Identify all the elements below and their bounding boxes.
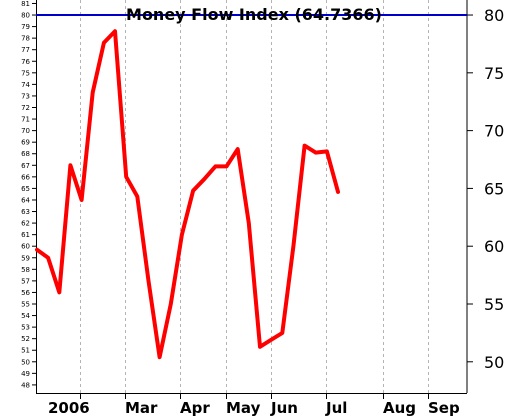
month-label: May <box>226 399 261 416</box>
mfi-point <box>146 279 151 283</box>
left-tick-label: 65 <box>21 185 30 193</box>
left-tick-label: 52 <box>21 335 30 343</box>
mfi-point <box>169 302 173 306</box>
left-tick-label: 80 <box>21 12 30 20</box>
month-label: Apr <box>180 399 210 416</box>
left-tick-label: 49 <box>21 370 30 378</box>
mfi-point <box>224 164 229 169</box>
mfi-point <box>135 194 139 199</box>
mfi-point <box>158 355 162 359</box>
mfi-point <box>180 233 184 237</box>
left-tick-label: 68 <box>21 150 30 158</box>
mfi-point <box>213 164 217 169</box>
left-tick-label: 77 <box>21 46 30 54</box>
mfi-point <box>57 290 61 295</box>
left-y-axis: 48 49 50 51 52 53 54 55 56 57 58 59 60 61 62 63 64 65 66 67… <box>21 0 37 393</box>
mfi-point <box>236 147 240 151</box>
left-tick-label: 58 <box>21 266 30 274</box>
mfi-series-points <box>35 29 340 359</box>
right-tick-label: 50 <box>484 353 504 372</box>
left-tick-label: 71 <box>21 116 30 124</box>
month-label: Mar <box>125 399 158 416</box>
mfi-point <box>314 150 318 155</box>
left-tick-label: 62 <box>21 220 30 228</box>
month-label: Aug <box>383 399 416 416</box>
chart-title: Money Flow Index (64.7366) <box>126 5 382 24</box>
left-tick-label: 72 <box>21 104 30 112</box>
month-label: Sep <box>428 399 460 416</box>
left-tick-label: 64 <box>21 196 30 204</box>
left-tick-label: 57 <box>21 277 30 285</box>
mfi-point <box>91 90 95 95</box>
mfi-point <box>191 189 195 193</box>
left-tick-label: 78 <box>21 35 30 43</box>
mfi-point <box>46 256 50 260</box>
left-tick-label: 81 <box>21 0 30 8</box>
mfi-point <box>336 190 340 194</box>
mfi-point <box>269 338 273 342</box>
mfi-point <box>325 149 329 154</box>
mfi-point <box>258 345 262 349</box>
right-tick-label: 75 <box>484 64 504 83</box>
left-tick-label: 48 <box>21 381 30 389</box>
mfi-point <box>291 244 296 248</box>
mfi-point <box>280 331 284 335</box>
left-tick-label: 66 <box>21 173 30 181</box>
left-tick-label: 51 <box>21 347 30 355</box>
left-tick-label: 70 <box>21 127 30 135</box>
left-tick-label: 75 <box>21 69 30 77</box>
right-y-axis: 50 55 60 65 70 75 80 <box>467 6 504 372</box>
left-tick-label: 73 <box>21 92 30 100</box>
left-tick-label: 53 <box>21 324 30 332</box>
right-tick-label: 55 <box>484 295 504 314</box>
left-tick-label: 74 <box>21 81 30 89</box>
mfi-point <box>102 41 106 45</box>
left-tick-label: 69 <box>21 139 30 147</box>
mfi-point <box>68 163 73 167</box>
mfi-point <box>35 248 39 252</box>
left-tick-label: 63 <box>21 208 30 216</box>
mfi-point <box>124 175 128 179</box>
left-tick-label: 79 <box>21 23 30 31</box>
x-axis: 2006 Mar Apr May Jun Jul Aug Sep <box>48 393 460 416</box>
right-tick-label: 60 <box>484 237 504 256</box>
right-tick-label: 80 <box>484 6 504 25</box>
left-tick-label: 54 <box>21 312 30 320</box>
left-tick-label: 59 <box>21 254 30 262</box>
left-tick-label: 55 <box>21 300 30 308</box>
mfi-point <box>79 198 84 202</box>
mfi-point <box>202 177 206 181</box>
left-tick-label: 50 <box>21 358 30 366</box>
left-tick-label: 76 <box>21 58 30 66</box>
right-tick-label: 65 <box>484 179 504 198</box>
mfi-point <box>113 29 117 33</box>
left-tick-label: 67 <box>21 162 30 170</box>
month-label: 2006 <box>48 399 90 416</box>
mfi-series-line <box>35 29 340 360</box>
left-tick-label: 60 <box>21 243 30 251</box>
left-tick-label: 61 <box>21 231 30 239</box>
mfi-point <box>302 144 307 148</box>
month-label: Jul <box>325 399 347 416</box>
month-label: Jun <box>270 399 298 416</box>
mfi-point <box>247 221 251 225</box>
right-tick-label: 70 <box>484 122 504 141</box>
left-tick-label: 56 <box>21 289 30 297</box>
